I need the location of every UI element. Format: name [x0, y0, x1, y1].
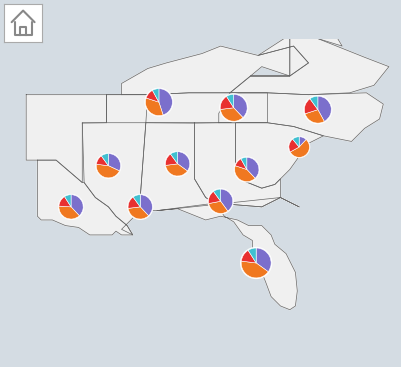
Wedge shape: [298, 137, 306, 147]
Wedge shape: [220, 108, 242, 121]
Polygon shape: [121, 46, 308, 95]
Wedge shape: [240, 157, 246, 170]
Polygon shape: [218, 93, 382, 141]
Wedge shape: [128, 207, 148, 219]
Wedge shape: [290, 139, 309, 157]
Wedge shape: [208, 192, 220, 204]
Circle shape: [219, 93, 248, 122]
Polygon shape: [82, 95, 147, 235]
Circle shape: [239, 247, 271, 279]
Wedge shape: [241, 250, 255, 263]
Wedge shape: [71, 195, 83, 216]
Polygon shape: [140, 123, 215, 211]
Wedge shape: [213, 189, 220, 201]
Polygon shape: [26, 95, 106, 182]
Wedge shape: [235, 159, 246, 170]
Polygon shape: [106, 93, 267, 123]
Wedge shape: [246, 157, 258, 178]
Wedge shape: [133, 195, 140, 207]
Wedge shape: [165, 164, 187, 176]
Polygon shape: [37, 160, 132, 235]
Polygon shape: [194, 123, 280, 207]
Wedge shape: [108, 153, 120, 171]
Wedge shape: [226, 94, 233, 108]
Wedge shape: [101, 153, 108, 166]
Wedge shape: [304, 99, 317, 114]
Wedge shape: [304, 110, 324, 123]
Polygon shape: [250, 35, 341, 76]
Wedge shape: [152, 89, 158, 102]
Wedge shape: [59, 197, 71, 207]
Wedge shape: [96, 164, 119, 178]
Wedge shape: [288, 139, 298, 152]
Wedge shape: [247, 248, 255, 263]
Circle shape: [144, 88, 173, 117]
Wedge shape: [234, 166, 255, 182]
Circle shape: [207, 188, 233, 214]
Wedge shape: [233, 94, 247, 117]
Circle shape: [95, 153, 121, 179]
Wedge shape: [128, 197, 140, 208]
Circle shape: [288, 136, 310, 158]
Wedge shape: [145, 98, 163, 116]
Circle shape: [233, 156, 259, 183]
Wedge shape: [158, 89, 172, 115]
Wedge shape: [165, 154, 177, 166]
Wedge shape: [292, 137, 298, 147]
Wedge shape: [146, 90, 158, 102]
Polygon shape: [229, 35, 388, 95]
Wedge shape: [140, 195, 152, 216]
Wedge shape: [255, 248, 270, 272]
Circle shape: [58, 194, 84, 220]
Wedge shape: [177, 152, 189, 171]
Wedge shape: [317, 96, 330, 121]
Wedge shape: [96, 156, 108, 166]
Polygon shape: [157, 197, 298, 310]
Circle shape: [127, 194, 153, 220]
Polygon shape: [235, 123, 323, 188]
Circle shape: [164, 151, 190, 177]
Wedge shape: [241, 261, 267, 278]
Wedge shape: [59, 206, 79, 219]
Wedge shape: [208, 201, 227, 214]
Circle shape: [303, 95, 332, 124]
Wedge shape: [170, 152, 177, 164]
Wedge shape: [65, 195, 71, 207]
Wedge shape: [309, 96, 317, 110]
Wedge shape: [220, 97, 233, 109]
Wedge shape: [220, 189, 232, 211]
